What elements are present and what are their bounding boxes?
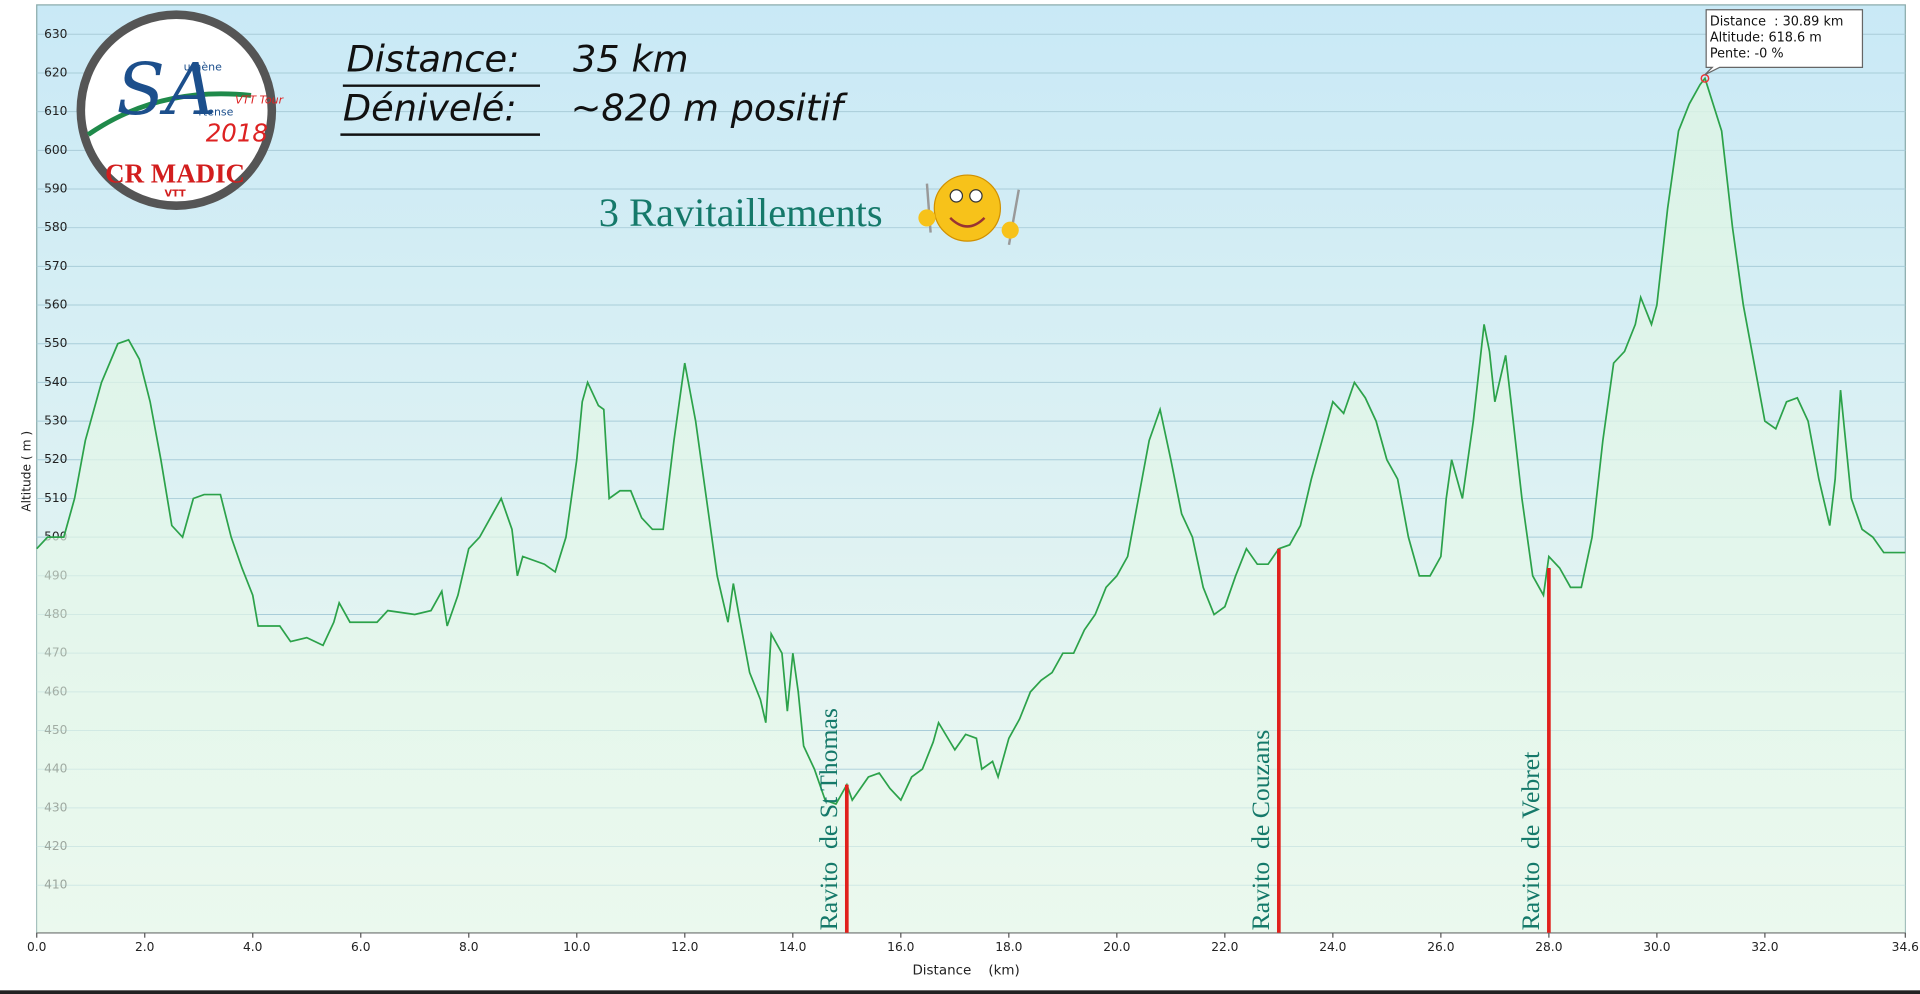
area-fill	[36, 78, 1906, 933]
logo: SA umène rtense VTT Tour 2018 CR MADIC V…	[76, 10, 285, 210]
elevation-line	[36, 76, 1906, 806]
smiley	[918, 174, 1020, 246]
x-tick-label: 18.0	[995, 940, 1022, 954]
logo-text: rtense	[198, 106, 233, 119]
ravito-label: Ravito de St Thomas	[814, 708, 843, 930]
x-tick-label: 12.0	[671, 940, 698, 954]
logo-year: 2018	[206, 119, 268, 148]
x-tick-label: 14.0	[779, 940, 806, 954]
ravito-label: Ravito de Couzans	[1246, 730, 1275, 931]
logo-club: CR MADIC	[105, 158, 245, 188]
x-tick-label: 22.0	[1211, 940, 1238, 954]
y-tick-label: 630	[44, 27, 67, 41]
window-edge	[0, 990, 1920, 994]
x-tick-label: 16.0	[887, 940, 914, 954]
x-tick-label: 20.0	[1103, 940, 1130, 954]
x-tick-label: 6.0	[351, 940, 370, 954]
x-tick-label: 34.6	[1892, 940, 1919, 954]
x-tick-label: 8.0	[459, 940, 478, 954]
y-tick-label: 540	[44, 375, 67, 389]
tooltip-line: Distance : 30.89 km	[1710, 15, 1844, 30]
y-tick-label: 530	[44, 414, 67, 428]
x-tick-label: 24.0	[1319, 940, 1346, 954]
y-tick-label: 570	[44, 259, 67, 273]
tooltip-line: Pente: -0 %	[1710, 46, 1784, 61]
logo-letters: SA	[116, 48, 216, 131]
x-tick-label: 26.0	[1427, 940, 1454, 954]
y-tick-label: 620	[44, 65, 67, 79]
denivele-value: ~820 m positif	[571, 87, 849, 130]
tooltip-line: Altitude: 618.6 m	[1710, 30, 1822, 45]
x-tick-label: 2.0	[135, 940, 154, 954]
logo-text: VTT Tour	[235, 93, 285, 106]
y-tick-label: 600	[44, 143, 67, 157]
x-tick-label: 28.0	[1535, 940, 1562, 954]
x-tick-label: 4.0	[243, 940, 262, 954]
y-axis-title: Altitude ( m )	[19, 431, 33, 512]
x-tick-label: 32.0	[1751, 940, 1778, 954]
x-tick-label: 0.0	[27, 940, 46, 954]
overlay: Distance: 35 km Dénivelé: ~820 m positif	[340, 38, 849, 136]
y-tick-label: 560	[44, 298, 67, 312]
x-tick-label: 30.0	[1643, 940, 1670, 954]
denivele-label: Dénivelé:	[343, 87, 517, 130]
logo-vtt: VTT	[165, 188, 186, 199]
distance-label: Distance:	[347, 38, 520, 81]
y-tick-label: 550	[44, 336, 67, 350]
y-tick-label: 610	[44, 104, 67, 118]
ravito-label: Ravito de Vebret	[1516, 752, 1545, 931]
y-tick-label: 590	[44, 182, 67, 196]
distance-value: 35 km	[573, 38, 688, 81]
logo-text: umène	[184, 60, 222, 73]
y-tick-label: 520	[44, 452, 67, 466]
y-tick-label: 580	[44, 220, 67, 234]
tooltip-box	[1704, 9, 1864, 76]
x-axis-title: Distance (km)	[912, 964, 1019, 979]
x-tick-label: 10.0	[563, 940, 590, 954]
ravitaillements: 3 Ravitaillements	[599, 190, 883, 235]
y-tick-label: 510	[44, 491, 67, 505]
